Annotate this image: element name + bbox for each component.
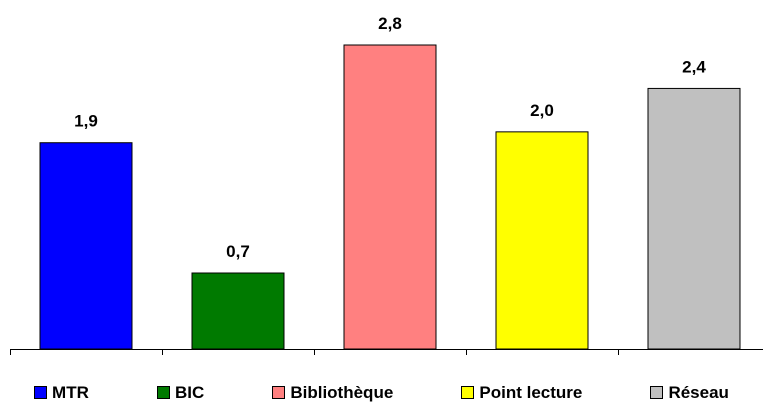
- legend-swatch-4: [650, 386, 664, 399]
- legend-item-4: Réseau: [650, 382, 729, 403]
- legend-swatch-3: [461, 386, 475, 399]
- legend-label-4: Réseau: [668, 382, 729, 402]
- bar-4: [647, 87, 741, 350]
- value-label-1: 0,7: [226, 242, 250, 261]
- bars-group: [39, 44, 741, 350]
- value-label-2: 2,8: [378, 14, 402, 33]
- legend-item-1: BIC: [156, 382, 205, 403]
- legend-label-3: Point lecture: [479, 382, 583, 402]
- bar-2: [343, 44, 437, 350]
- legend-label-1: BIC: [174, 382, 205, 402]
- bar-3: [495, 131, 589, 350]
- legend-item-2: Bibliothèque: [272, 383, 393, 403]
- value-label-3: 2,0: [530, 101, 554, 120]
- legend-swatch-1: [156, 386, 170, 399]
- value-labels-group: 1,9 0,7 2,8 2,0 2,4: [74, 14, 706, 261]
- value-label-0: 1,9: [74, 112, 98, 131]
- legend-label-0: MTR: [52, 382, 89, 402]
- bar-0: [39, 142, 133, 350]
- bar-1: [191, 272, 285, 350]
- bar-chart: 1,9 0,7 2,8 2,0 2,4: [10, 14, 763, 355]
- legend-item-3: Point lecture: [461, 383, 582, 403]
- legend-label-2: Bibliothèque: [290, 382, 394, 402]
- legend: MTR BIC Bibliothèque Point lecture Réseau: [0, 378, 763, 407]
- x-axis: [10, 349, 763, 355]
- value-label-4: 2,4: [682, 57, 706, 76]
- legend-swatch-0: [34, 386, 48, 399]
- legend-item-0: MTR: [34, 383, 89, 403]
- legend-swatch-2: [272, 386, 286, 399]
